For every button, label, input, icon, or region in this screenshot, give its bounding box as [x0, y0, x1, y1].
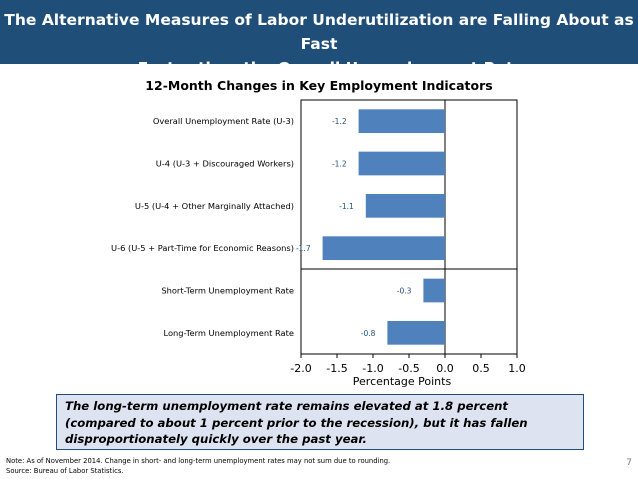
category-label: U-4 (U-3 + Discouraged Workers)	[156, 159, 294, 169]
data-label: -0.8	[361, 329, 376, 338]
x-axis-title: Percentage Points	[353, 375, 452, 388]
bar	[365, 193, 445, 218]
callout-box: The long-term unemployment rate remains …	[56, 394, 584, 450]
category-label: U-6 (U-5 + Part-Time for Economic Reason…	[111, 243, 294, 253]
bars-layer: Overall Unemployment Rate (U-3) -1.2 U-4 (…	[111, 109, 445, 345]
footnote: Note: As of November 2014. Change in sho…	[6, 456, 566, 476]
x-tick-label: -1.5	[326, 362, 347, 375]
page-number: 7	[626, 458, 632, 468]
bar	[423, 278, 445, 303]
plot-area-border	[300, 99, 518, 355]
category-label: Long-Term Unemployment Rate	[164, 328, 295, 338]
x-tick-label: -2.0	[290, 362, 311, 375]
data-label: -0.3	[397, 287, 412, 296]
callout-text: The long-term unemployment rate remains …	[65, 399, 528, 446]
bar	[322, 236, 445, 261]
x-tick-label: 0.5	[472, 362, 490, 375]
bar	[358, 109, 445, 134]
chart-title: 12-Month Changes in Key Employment Indic…	[145, 78, 492, 93]
data-label: -1.2	[332, 160, 347, 169]
x-axis-ticks: -2.0 -1.5 -1.0 -0.5 0.0 0.5 1.0	[290, 354, 526, 375]
source-text: Source: Bureau of Labor Statistics.	[6, 467, 124, 475]
data-label: -1.7	[296, 244, 311, 253]
slide-title-line-2: or Faster than the Overall Unemployment …	[114, 59, 524, 77]
category-label: U-5 (U-4 + Other Marginally Attached)	[135, 201, 294, 211]
data-label: -1.1	[339, 202, 354, 211]
category-label: Short-Term Unemployment Rate	[161, 286, 294, 296]
data-label: -1.2	[332, 117, 347, 126]
bar	[387, 320, 445, 345]
x-tick-label: 0.0	[436, 362, 454, 375]
x-tick-label: -0.5	[398, 362, 419, 375]
x-tick-label: -1.0	[362, 362, 383, 375]
bar	[358, 151, 445, 176]
slide-title: The Alternative Measures of Labor Underu…	[0, 0, 638, 77]
slide-title-line-1: The Alternative Measures of Labor Underu…	[4, 11, 634, 53]
bar-chart: 12-Month Changes in Key Employment Indic…	[111, 78, 526, 388]
x-tick-label: 1.0	[508, 362, 526, 375]
category-label: Overall Unemployment Rate (U-3)	[153, 116, 294, 126]
note-text: Note: As of November 2014. Change in sho…	[6, 457, 391, 465]
